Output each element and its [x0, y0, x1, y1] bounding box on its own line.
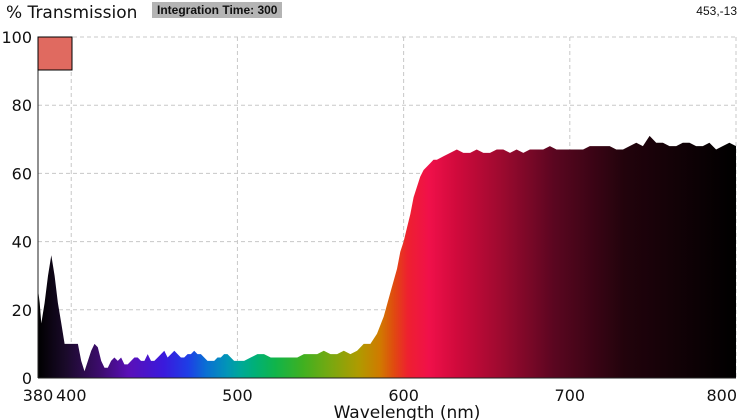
x-tick-label: 600 [388, 386, 419, 405]
y-axis-title: % Transmission [6, 3, 138, 23]
y-tick-label: 20 [12, 301, 32, 320]
x-axis-title: Wavelength (nm) [334, 403, 481, 420]
axes [37, 37, 736, 379]
y-tick-label: 40 [12, 233, 32, 252]
y-tick-label: 60 [12, 164, 32, 183]
y-tick-label: 80 [12, 96, 32, 115]
x-tick-label: 500 [222, 386, 253, 405]
x-tick-label: 400 [56, 386, 87, 405]
x-tick-label: 700 [555, 386, 586, 405]
x-tick-label: 800 [706, 386, 737, 405]
y-tick-label: 0 [22, 369, 32, 388]
y-tick-label: 100 [1, 28, 32, 47]
color-swatch[interactable] [37, 36, 73, 71]
transmission-area [38, 135, 736, 378]
integration-time-badge: Integration Time: 300 [152, 2, 283, 18]
x-tick-label: 380 [23, 386, 54, 405]
y-tick-labels: 0 20 40 60 80 100 [1, 28, 32, 388]
x-tick-labels: 380 400 500 600 700 800 [23, 386, 737, 405]
cursor-coordinate-readout: 453,-13 [696, 4, 737, 18]
